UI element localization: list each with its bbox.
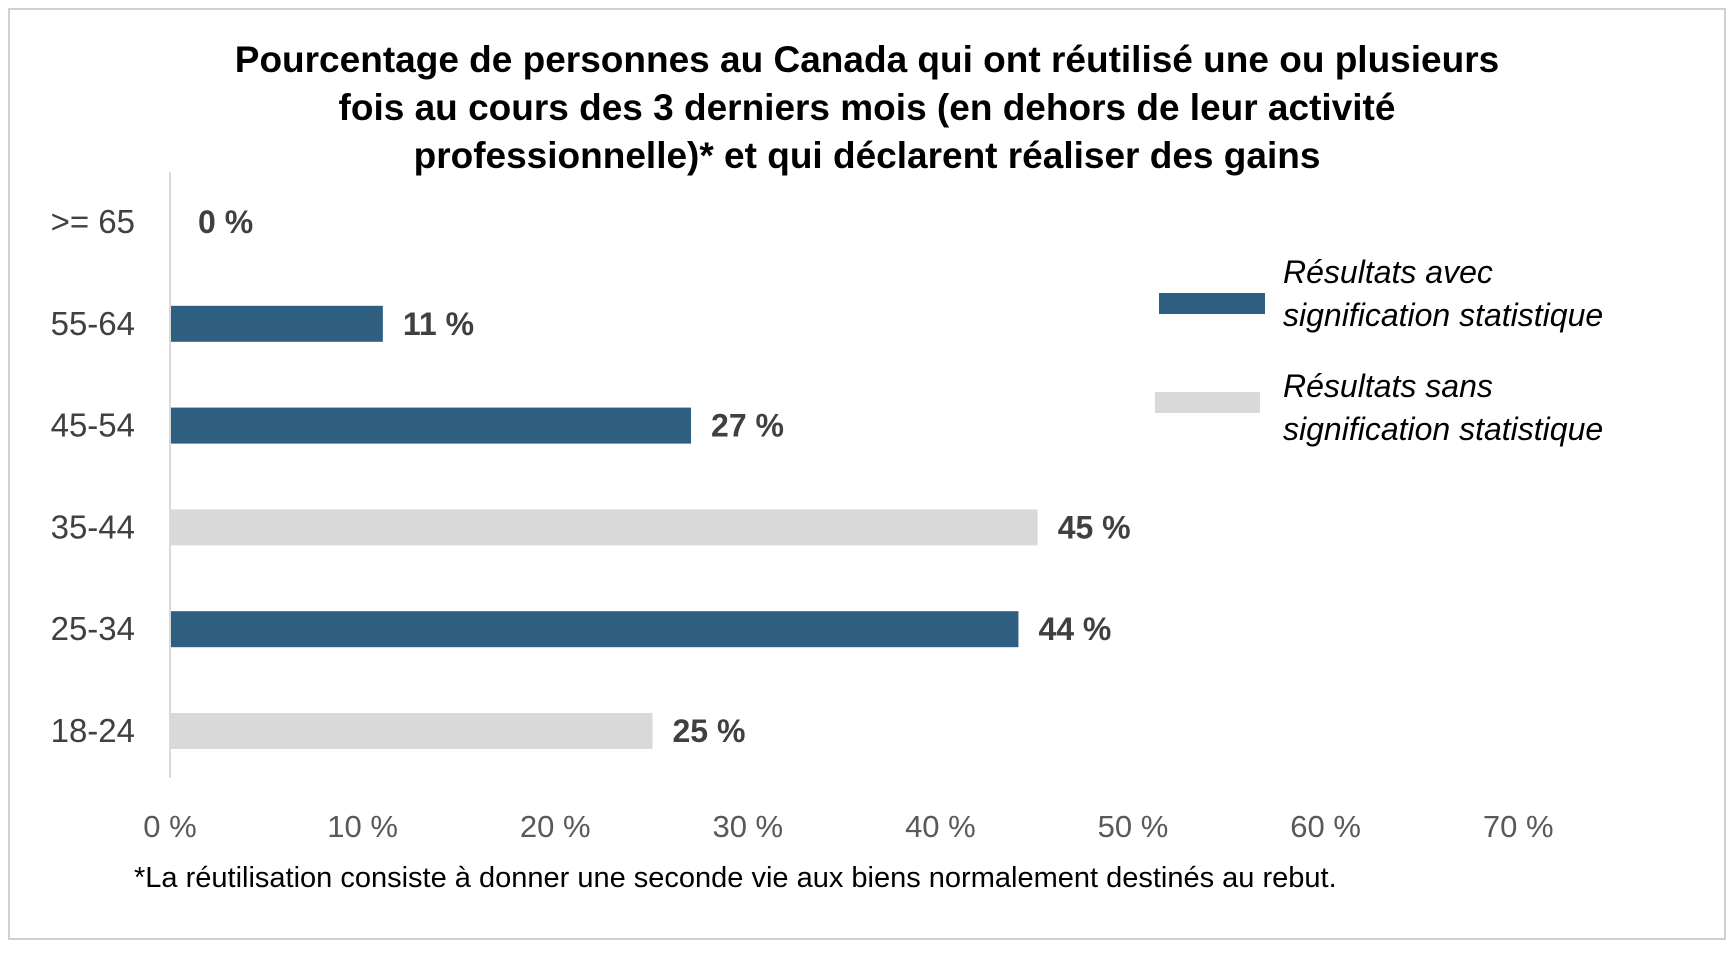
category-label: 45-54 [51, 407, 135, 444]
category-label: >= 65 [51, 203, 135, 240]
x-tick-label: 40 % [905, 809, 976, 844]
data-label: 44 % [1038, 611, 1111, 647]
x-tick-label: 30 % [712, 809, 783, 844]
chart-title: Pourcentage de personnes au Canada qui o… [235, 39, 1499, 176]
bar [171, 713, 653, 749]
bar [171, 407, 692, 444]
data-label: 11 % [403, 306, 474, 342]
title-line-2: fois au cours des 3 derniers mois (en de… [339, 87, 1396, 128]
bar [171, 611, 1019, 648]
category-label: 18-24 [51, 712, 135, 749]
legend-label: Résultats avec [1283, 254, 1493, 290]
x-tick-label: 10 % [327, 809, 398, 844]
x-axis: 0 % 10 % 20 % 30 % 40 % 50 % 60 % 70 % [143, 809, 1553, 844]
data-label: 27 % [711, 408, 784, 444]
legend-label: signification statistique [1283, 297, 1603, 333]
data-label: 45 % [1058, 509, 1131, 545]
category-label: 55-64 [51, 305, 135, 342]
plot-area: >= 65 0 % 55-64 11 % 45-54 27 % 35-44 45 % 25-34… [51, 172, 1131, 778]
data-label: 25 % [673, 713, 746, 749]
legend-label: Résultats sans [1283, 368, 1493, 404]
category-label: 35-44 [51, 508, 135, 545]
category-label: 25-34 [51, 610, 135, 647]
x-tick-label: 0 % [143, 809, 196, 844]
data-label: 0 % [198, 204, 253, 240]
footnote: *La réutilisation consiste à donner une … [134, 862, 1337, 894]
legend: Résultats avec signification statistique R… [1155, 254, 1603, 447]
bar [171, 509, 1038, 546]
legend-swatch [1159, 293, 1265, 314]
chart-frame [8, 8, 1726, 940]
bar [171, 305, 383, 342]
x-tick-label: 20 % [520, 809, 591, 844]
x-tick-label: 50 % [1098, 809, 1169, 844]
legend-label: signification statistique [1283, 411, 1603, 447]
x-tick-label: 70 % [1483, 809, 1554, 844]
x-tick-label: 60 % [1290, 809, 1361, 844]
title-line-3: professionnelle)* et qui déclarent réali… [414, 135, 1321, 176]
title-line-1: Pourcentage de personnes au Canada qui o… [235, 39, 1499, 80]
legend-swatch [1155, 392, 1260, 413]
